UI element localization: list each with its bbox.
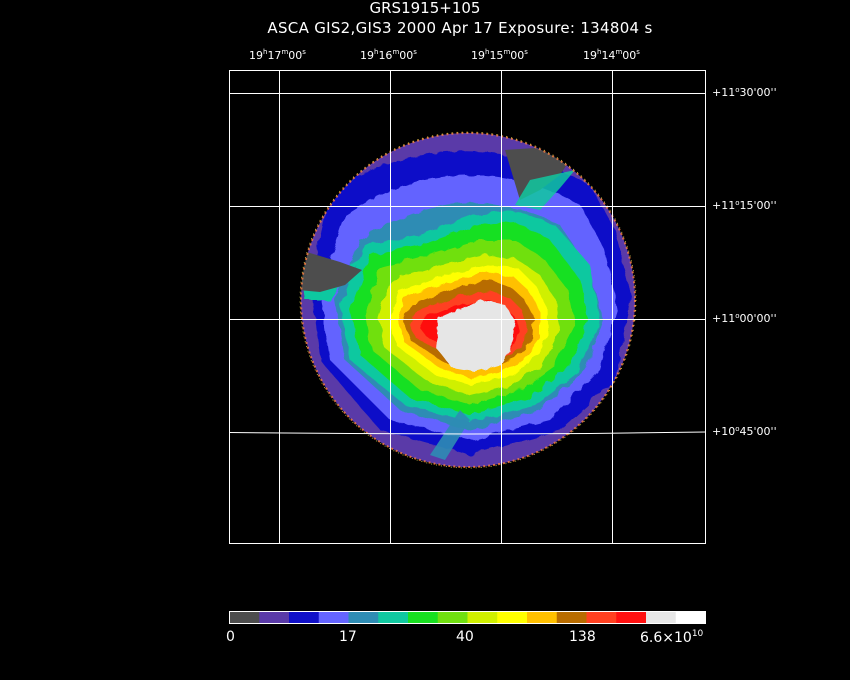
colorbar-cell: [348, 611, 379, 624]
colorbar-tick-label: 0: [226, 629, 235, 645]
colorbar-cell: [467, 611, 498, 624]
colorbar-cell: [646, 611, 677, 624]
coordinate-grid: [228, 70, 707, 544]
colorbar-cell: [378, 611, 409, 624]
ra-label: 19h17m00s: [249, 48, 306, 62]
colorbar-cell: [497, 611, 528, 624]
colorbar-cell: [437, 611, 468, 624]
colorbar-cell: [586, 611, 617, 624]
observation-subtitle: ASCA GIS2,GIS3 2000 Apr 17 Exposure: 134…: [267, 19, 653, 37]
ra-label: 19h15m00s: [471, 48, 528, 62]
dec-label: +11o00'00'': [712, 312, 777, 325]
colorbar-tick-label: 17: [339, 629, 357, 645]
ra-label: 19h14m00s: [583, 48, 640, 62]
colorbar-cell: [527, 611, 558, 624]
dec-label: +11o30'00'': [712, 86, 777, 99]
colorbar-cell: [289, 611, 320, 624]
colorbar-cell: [318, 611, 349, 624]
colorbar-cell: [556, 611, 587, 624]
colorbar-cell: [259, 611, 290, 624]
colorbar: [229, 611, 706, 624]
ra-label: 19h16m00s: [360, 48, 417, 62]
dec-label: +11o15'00'': [712, 199, 777, 212]
dec-label: +10o45'00'': [712, 425, 777, 438]
image-title: GRS1915+105: [369, 0, 481, 17]
colorbar-cell: [675, 611, 706, 624]
colorbar-tick-label: 40: [456, 629, 474, 645]
colorbar-cell: [616, 611, 647, 624]
colorbar-cell: [229, 611, 260, 624]
colorbar-cell: [408, 611, 439, 624]
colorbar-tick-label: 138: [569, 629, 596, 645]
colorbar-max-label: 6.6×1010: [640, 629, 704, 646]
